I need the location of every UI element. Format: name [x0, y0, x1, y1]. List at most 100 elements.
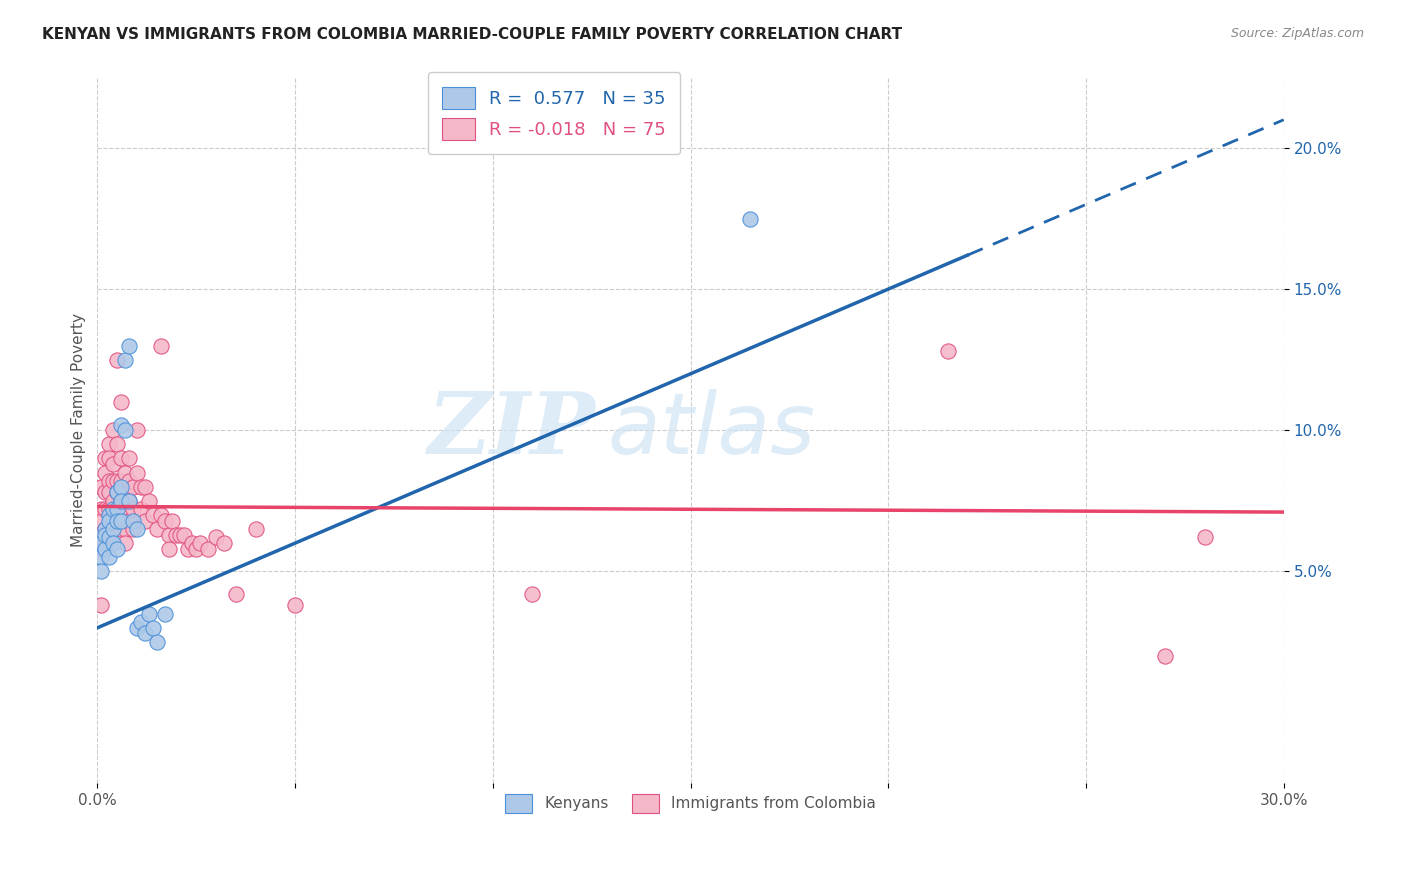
- Point: [94, 541, 117, 556]
- Point: [101, 474, 124, 488]
- Point: [98, 474, 121, 488]
- Point: [94, 485, 117, 500]
- Point: [90, 541, 112, 556]
- Point: [110, 451, 132, 466]
- Point: [94, 466, 117, 480]
- Point: [129, 480, 152, 494]
- Point: [122, 522, 145, 536]
- Point: [114, 485, 136, 500]
- Point: [98, 508, 121, 522]
- Legend: Kenyans, Immigrants from Colombia: Kenyans, Immigrants from Colombia: [492, 781, 889, 825]
- Point: [114, 352, 136, 367]
- Point: [134, 514, 156, 528]
- Point: [98, 514, 121, 528]
- Point: [101, 514, 124, 528]
- Point: [105, 541, 128, 556]
- Point: [125, 522, 148, 536]
- Point: [157, 527, 180, 541]
- Point: [90, 502, 112, 516]
- Point: [1194, 531, 1216, 545]
- Point: [98, 502, 121, 516]
- Y-axis label: Married-Couple Family Poverty: Married-Couple Family Poverty: [72, 313, 86, 547]
- Point: [188, 536, 211, 550]
- Point: [129, 615, 152, 629]
- Point: [125, 466, 148, 480]
- Point: [90, 480, 112, 494]
- Point: [122, 514, 145, 528]
- Point: [98, 531, 121, 545]
- Point: [114, 423, 136, 437]
- Point: [177, 541, 200, 556]
- Point: [197, 541, 219, 556]
- Point: [90, 565, 112, 579]
- Point: [90, 514, 112, 528]
- Point: [169, 527, 191, 541]
- Point: [114, 536, 136, 550]
- Point: [105, 485, 128, 500]
- Point: [118, 451, 141, 466]
- Point: [110, 480, 132, 494]
- Point: [94, 451, 117, 466]
- Point: [101, 502, 124, 516]
- Point: [162, 514, 184, 528]
- Point: [110, 395, 132, 409]
- Point: [90, 536, 112, 550]
- Point: [105, 485, 128, 500]
- Point: [94, 522, 117, 536]
- Point: [101, 457, 124, 471]
- Point: [738, 211, 761, 226]
- Point: [284, 599, 307, 613]
- Point: [125, 621, 148, 635]
- Point: [145, 635, 167, 649]
- Point: [105, 502, 128, 516]
- Point: [157, 541, 180, 556]
- Point: [212, 536, 235, 550]
- Point: [1154, 648, 1177, 663]
- Point: [98, 437, 121, 451]
- Point: [98, 522, 121, 536]
- Point: [98, 485, 121, 500]
- Point: [245, 522, 267, 536]
- Text: ZIP: ZIP: [427, 389, 596, 472]
- Point: [94, 527, 117, 541]
- Point: [94, 536, 117, 550]
- Point: [122, 480, 145, 494]
- Point: [110, 514, 132, 528]
- Point: [181, 536, 204, 550]
- Point: [110, 493, 132, 508]
- Point: [94, 522, 117, 536]
- Point: [110, 474, 132, 488]
- Point: [101, 536, 124, 550]
- Point: [118, 514, 141, 528]
- Point: [205, 531, 228, 545]
- Point: [105, 514, 128, 528]
- Point: [98, 451, 121, 466]
- Point: [90, 599, 112, 613]
- Point: [129, 502, 152, 516]
- Point: [105, 474, 128, 488]
- Point: [114, 502, 136, 516]
- Point: [105, 437, 128, 451]
- Point: [94, 502, 117, 516]
- Point: [165, 527, 187, 541]
- Point: [101, 522, 124, 536]
- Point: [101, 493, 124, 508]
- Point: [114, 466, 136, 480]
- Point: [186, 541, 208, 556]
- Point: [145, 522, 167, 536]
- Point: [225, 587, 247, 601]
- Point: [134, 480, 156, 494]
- Point: [118, 493, 141, 508]
- Point: [936, 344, 959, 359]
- Point: [90, 550, 112, 565]
- Point: [101, 522, 124, 536]
- Point: [125, 423, 148, 437]
- Point: [118, 474, 141, 488]
- Point: [149, 508, 172, 522]
- Point: [138, 607, 160, 621]
- Point: [153, 514, 176, 528]
- Point: [134, 626, 156, 640]
- Point: [118, 338, 141, 352]
- Text: Source: ZipAtlas.com: Source: ZipAtlas.com: [1230, 27, 1364, 40]
- Point: [173, 527, 195, 541]
